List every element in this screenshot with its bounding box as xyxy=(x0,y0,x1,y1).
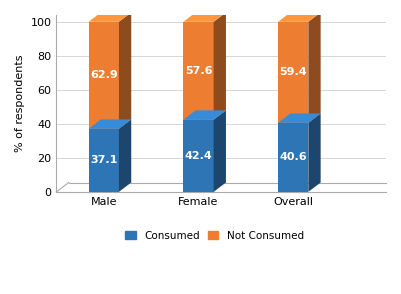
Text: 62.9: 62.9 xyxy=(90,70,117,80)
Polygon shape xyxy=(278,113,321,123)
Polygon shape xyxy=(89,22,119,129)
Text: 40.6: 40.6 xyxy=(279,152,307,162)
Polygon shape xyxy=(89,129,119,192)
Text: 42.4: 42.4 xyxy=(184,151,213,161)
Polygon shape xyxy=(183,22,214,120)
Polygon shape xyxy=(89,119,131,129)
Polygon shape xyxy=(308,12,321,123)
Polygon shape xyxy=(183,111,226,120)
Polygon shape xyxy=(119,119,131,192)
Legend: Consumed, Not Consumed: Consumed, Not Consumed xyxy=(121,227,308,245)
Polygon shape xyxy=(214,12,226,120)
Polygon shape xyxy=(119,12,131,129)
Polygon shape xyxy=(308,113,321,192)
Polygon shape xyxy=(278,12,321,22)
Polygon shape xyxy=(278,22,308,123)
Text: 57.6: 57.6 xyxy=(185,66,212,76)
Polygon shape xyxy=(214,111,226,192)
Polygon shape xyxy=(183,12,226,22)
Polygon shape xyxy=(278,123,308,192)
Text: 37.1: 37.1 xyxy=(90,155,117,165)
Polygon shape xyxy=(89,12,131,22)
Polygon shape xyxy=(183,120,214,192)
Text: 59.4: 59.4 xyxy=(279,67,307,77)
Y-axis label: % of respondents: % of respondents xyxy=(15,55,25,152)
